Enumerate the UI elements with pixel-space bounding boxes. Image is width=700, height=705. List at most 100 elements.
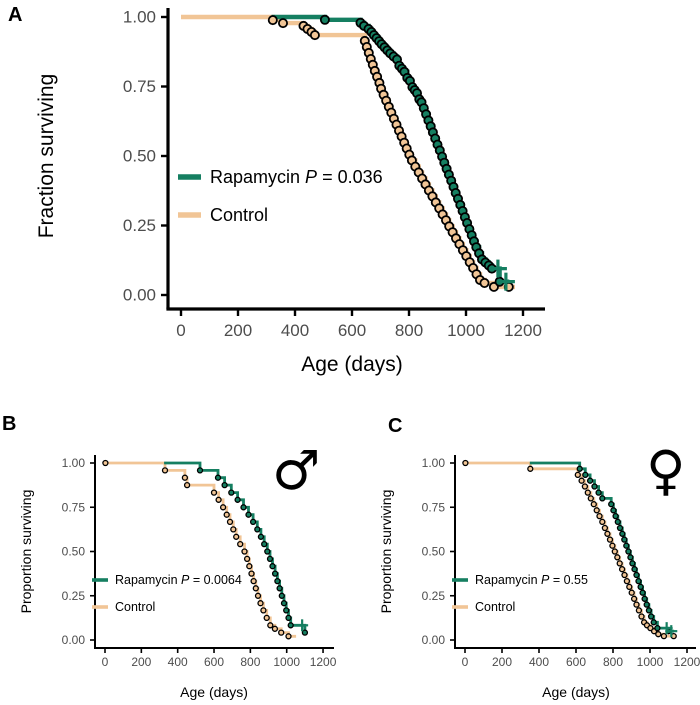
death-marker bbox=[230, 526, 237, 533]
death-marker bbox=[599, 518, 606, 526]
death-marker bbox=[226, 518, 234, 526]
x-tick-label: 1000 bbox=[447, 321, 485, 340]
death-marker bbox=[309, 30, 320, 41]
x-axis-title: Age (days) bbox=[180, 684, 248, 700]
death-marker bbox=[254, 592, 262, 599]
death-marker bbox=[257, 533, 265, 540]
death-marker bbox=[655, 631, 662, 638]
death-marker bbox=[263, 614, 270, 622]
death-marker bbox=[283, 607, 290, 614]
death-marker bbox=[250, 577, 257, 585]
death-marker bbox=[616, 524, 624, 532]
y-tick-label: 0.75 bbox=[123, 77, 156, 96]
x-tick-label: 800 bbox=[395, 321, 423, 340]
death-marker bbox=[261, 540, 268, 548]
death-marker bbox=[586, 477, 594, 484]
death-marker bbox=[462, 459, 469, 467]
legend-label-rapamycin: Rapamycin P = 0.55 bbox=[475, 573, 588, 587]
death-marker bbox=[210, 489, 218, 496]
death-marker bbox=[271, 570, 279, 577]
death-marker bbox=[241, 548, 248, 555]
death-marker bbox=[606, 536, 614, 543]
panel-a-survival-plot: 0 200 400 600 800 1000 1200 1.00 0.75 0.50 0.25 0.0… bbox=[35, 8, 545, 376]
death-marker bbox=[285, 614, 292, 622]
death-marker bbox=[221, 481, 228, 489]
death-marker bbox=[219, 504, 227, 511]
death-marker bbox=[267, 622, 274, 629]
death-marker bbox=[619, 530, 626, 537]
panel-b-survival-plot-males: 0 200 400 600 800 1000 1200 1.00 0.75 0.50 0.25 0.0… bbox=[18, 455, 337, 700]
event-markers-rapamycin bbox=[319, 14, 505, 287]
death-marker bbox=[228, 489, 235, 496]
y-axis-title: Fraction surviving bbox=[35, 74, 58, 239]
death-marker bbox=[628, 589, 635, 596]
death-marker bbox=[274, 577, 281, 585]
x-tick-label: 1200 bbox=[674, 655, 700, 669]
death-marker bbox=[627, 554, 634, 561]
death-marker bbox=[161, 467, 169, 474]
x-tick-label: 1000 bbox=[273, 655, 300, 669]
event-markers-control bbox=[102, 459, 292, 640]
death-marker bbox=[630, 595, 638, 602]
event-markers-rapamycin bbox=[576, 465, 672, 635]
death-marker bbox=[183, 481, 191, 489]
y-tick-label: 0.25 bbox=[62, 589, 86, 603]
death-marker bbox=[639, 589, 646, 596]
x-tick-label: 1200 bbox=[504, 321, 542, 340]
death-marker bbox=[587, 495, 594, 502]
y-tick-label: 0.50 bbox=[123, 147, 156, 166]
y-axis-title: Proportion surviving bbox=[378, 490, 394, 614]
x-tick-label: 200 bbox=[492, 655, 512, 669]
death-marker bbox=[243, 555, 251, 563]
x-tick-label: 800 bbox=[603, 655, 623, 669]
male-symbol: ♂ bbox=[272, 439, 321, 502]
death-marker bbox=[616, 560, 623, 567]
death-marker bbox=[287, 622, 294, 629]
death-marker bbox=[631, 566, 638, 573]
legend-label-control: Control bbox=[115, 600, 155, 614]
death-marker bbox=[181, 474, 189, 481]
panel-label-a: A bbox=[8, 4, 23, 26]
death-marker bbox=[576, 465, 583, 472]
death-marker bbox=[584, 489, 591, 496]
death-marker bbox=[196, 467, 204, 474]
death-marker bbox=[610, 507, 617, 514]
x-tick-label: 600 bbox=[566, 655, 586, 669]
death-marker bbox=[215, 496, 222, 503]
event-markers-rapamycin bbox=[196, 467, 309, 636]
y-tick-label: 0.75 bbox=[62, 500, 86, 514]
y-tick-label: 1.00 bbox=[422, 456, 446, 470]
death-marker bbox=[581, 483, 589, 490]
y-tick-label: 1.00 bbox=[123, 8, 156, 27]
x-tick-label: 400 bbox=[168, 655, 188, 669]
y-tick-label: 0.50 bbox=[62, 545, 86, 559]
death-marker bbox=[234, 496, 241, 503]
death-marker bbox=[578, 477, 585, 484]
death-marker bbox=[271, 625, 279, 632]
death-marker bbox=[319, 14, 330, 25]
y-tick-label: 0.00 bbox=[62, 633, 86, 647]
event-markers-control bbox=[462, 459, 677, 640]
death-marker bbox=[269, 563, 276, 570]
death-marker bbox=[623, 542, 630, 549]
y-tick-label: 0.25 bbox=[422, 589, 446, 603]
death-marker bbox=[266, 555, 274, 563]
death-marker bbox=[267, 15, 278, 26]
death-marker bbox=[593, 507, 600, 514]
death-marker bbox=[599, 495, 606, 502]
death-marker bbox=[254, 526, 261, 533]
legend-label-control: Control bbox=[475, 600, 515, 614]
death-marker bbox=[233, 533, 240, 540]
death-marker bbox=[621, 536, 628, 543]
death-marker bbox=[638, 613, 645, 620]
death-marker bbox=[246, 563, 253, 570]
survival-curve-rapamycin bbox=[164, 461, 308, 634]
death-marker bbox=[574, 471, 581, 479]
death-marker bbox=[609, 542, 616, 549]
death-marker bbox=[643, 601, 650, 608]
death-marker bbox=[637, 583, 644, 591]
death-marker bbox=[527, 465, 534, 472]
y-tick-label: 0.50 bbox=[422, 545, 446, 559]
death-marker bbox=[660, 632, 668, 640]
